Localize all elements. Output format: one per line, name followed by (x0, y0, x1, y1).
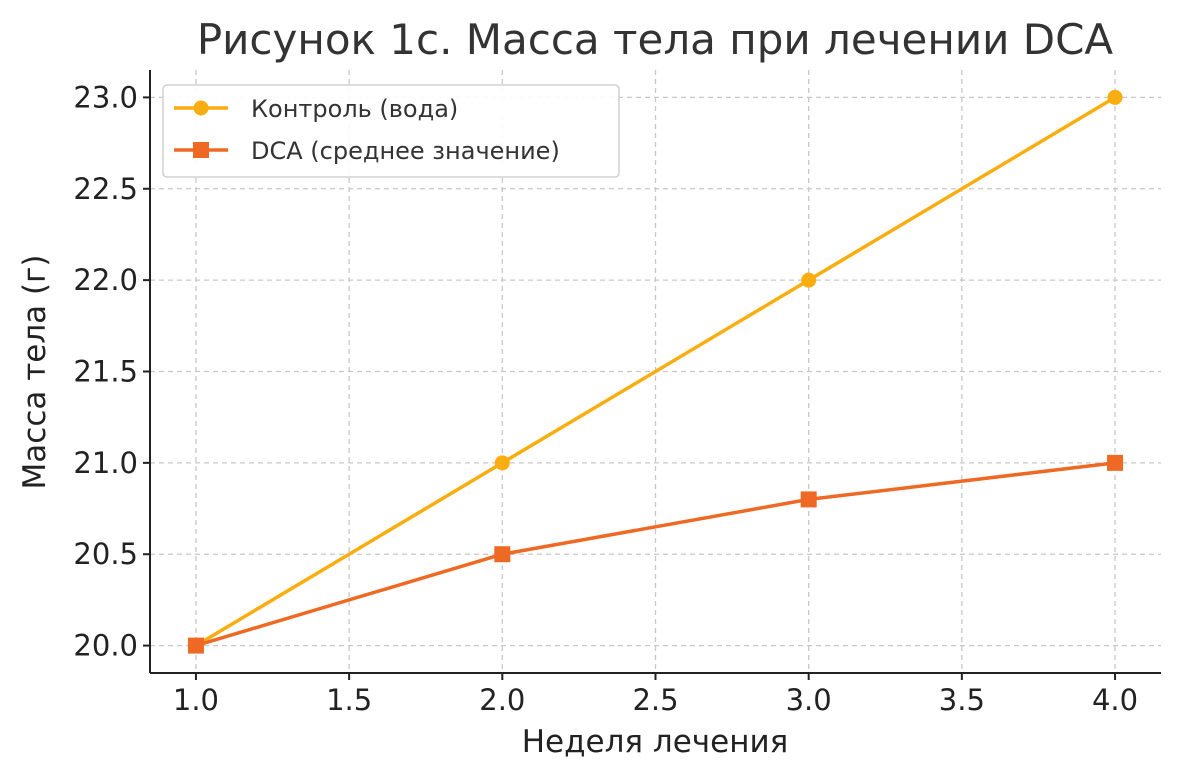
legend: Контроль (вода) DCA (среднее значение) (162, 84, 620, 178)
legend-marker-dca (193, 142, 209, 158)
data-point-0 (494, 455, 510, 471)
legend-marker-control (193, 100, 209, 116)
series-line-0 (195, 95, 1116, 648)
x-tick-label: 3.5 (939, 683, 985, 717)
legend-label-control: Контроль (вода) (251, 95, 458, 123)
y-tick-label: 21.5 (73, 355, 138, 389)
y-axis-label: Масса тела (г) (17, 255, 53, 490)
y-tick-label: 20.0 (73, 629, 138, 663)
tick-labels: 1.0 1.5 2.0 2.5 3.0 3.5 4.0 20.0 20.5 21.0 21.5 22.… (73, 80, 1138, 717)
series-line-1 (195, 461, 1116, 648)
legend-box (162, 84, 620, 178)
data-point-1 (800, 491, 817, 508)
y-tick-label: 20.5 (73, 537, 138, 571)
data-point-1 (1107, 454, 1124, 471)
legend-label-dca: DCA (среднее значение) (251, 137, 560, 165)
y-tick-label: 22.5 (73, 172, 138, 206)
series-layer (187, 89, 1124, 654)
x-tick-label: 3.0 (786, 683, 832, 717)
data-point-1 (494, 546, 511, 563)
x-tick-label: 1.0 (173, 683, 219, 717)
y-tick-label: 22.0 (73, 263, 138, 297)
data-point-0 (1107, 89, 1123, 105)
axes (143, 70, 1161, 680)
y-tick-label: 23.0 (73, 80, 138, 114)
chart-title: Рисунок 1с. Масса тела при лечении DCA (197, 15, 1114, 64)
y-tick-label: 21.0 (73, 446, 138, 480)
x-tick-label: 2.5 (632, 683, 678, 717)
x-tick-label: 4.0 (1092, 683, 1138, 717)
x-tick-label: 1.5 (326, 683, 372, 717)
data-point-1 (187, 637, 204, 654)
x-axis-label: Неделя лечения (522, 724, 789, 760)
data-point-0 (801, 272, 817, 288)
x-tick-label: 2.0 (479, 683, 525, 717)
